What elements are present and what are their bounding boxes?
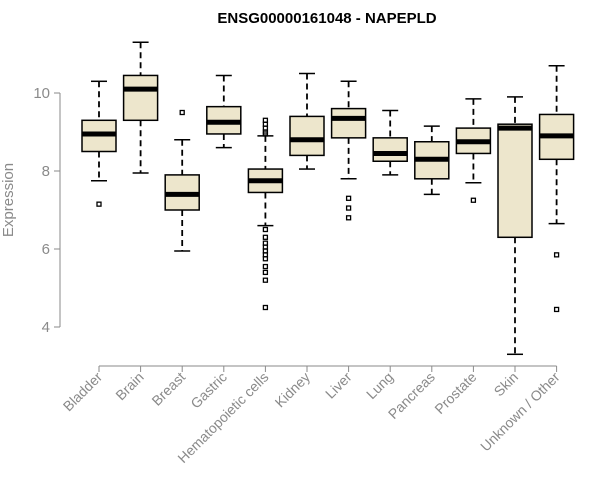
outlier-point [96, 201, 102, 207]
y-tick-label: 10 [33, 85, 50, 102]
box-skin [497, 96, 533, 356]
outlier-point [262, 304, 269, 311]
outlier-point [262, 131, 269, 137]
y-axis: 4 6 8 10 [33, 85, 61, 336]
outlier-point [345, 205, 352, 211]
outlier-point [262, 269, 269, 276]
x-tick-label: Breast [148, 369, 188, 409]
x-tick-label: Unknown / Other [477, 369, 563, 455]
outlier-point [345, 215, 352, 221]
box-unknown-other [538, 64, 575, 313]
iqr-box [372, 137, 408, 163]
box-bladder [81, 80, 117, 207]
box-brain [122, 41, 159, 174]
iqr-box [122, 74, 159, 122]
x-tick-label: Lung [363, 369, 396, 402]
x-tick-label: Skin [491, 369, 522, 400]
box-hematopoietic-cells [247, 117, 284, 311]
outlier-point [345, 195, 352, 201]
boxes [81, 41, 575, 356]
outlier-point [262, 277, 269, 283]
box-prostate [455, 98, 492, 203]
y-tick-label: 8 [42, 163, 50, 180]
box-liver [330, 80, 367, 221]
box-lung [372, 109, 408, 176]
iqr-box [289, 115, 325, 157]
box-gastric [206, 74, 242, 149]
x-tick-label: Bladder [60, 369, 106, 415]
x-tick-label: Prostate [431, 369, 479, 417]
outlier-point [262, 234, 269, 240]
outlier-point [262, 226, 269, 233]
outlier-point [553, 306, 560, 313]
chart-title: ENSG00000161048 - NAPEPLD [217, 10, 436, 27]
outlier-point [470, 197, 477, 203]
outlier-point [262, 263, 269, 270]
x-tick-label: Brain [112, 369, 146, 403]
outlier-point [262, 256, 269, 262]
x-tick-label: Kidney [272, 369, 314, 411]
x-tick-label: Liver [322, 369, 355, 402]
y-axis-label: Expression [0, 163, 17, 237]
box-pancreas [414, 125, 450, 196]
outlier-point [553, 252, 560, 258]
y-tick-label: 6 [42, 241, 50, 258]
box-breast [164, 109, 200, 252]
outlier-point [179, 109, 185, 116]
y-tick-label: 4 [42, 319, 50, 336]
iqr-box [497, 123, 533, 239]
iqr-box [330, 107, 367, 139]
box-kidney [289, 72, 325, 170]
